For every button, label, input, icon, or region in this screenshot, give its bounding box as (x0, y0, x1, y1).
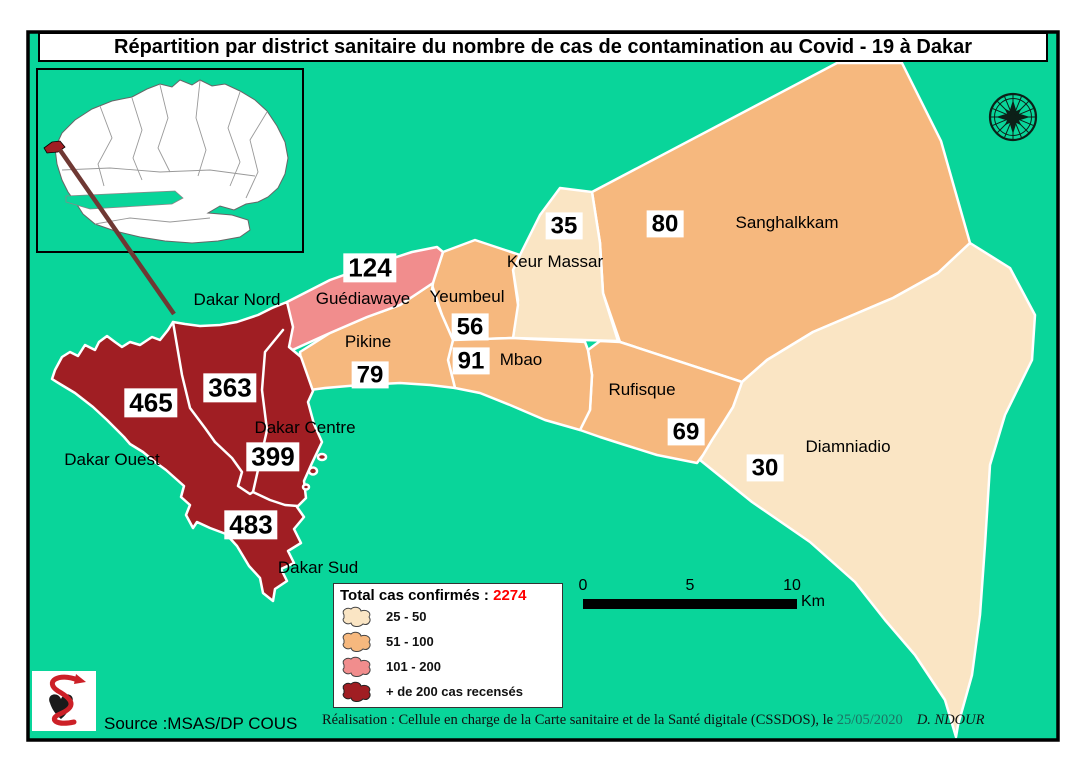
label-rufisque: Rufisque (608, 380, 676, 399)
legend-swatch-51-100 (342, 631, 371, 652)
scale-tick-0: 0 (578, 577, 588, 594)
inset-dakar-region (43, 140, 66, 154)
label-mbao: Mbao (499, 350, 543, 369)
legend: Total cas confirmés : 2274 25 - 50 51 - … (333, 583, 563, 708)
label-dakar-nord: Dakar Nord (193, 290, 281, 309)
cases-dakar-nord: 363 (203, 373, 257, 403)
cases-dakar-sud: 483 (224, 510, 278, 540)
legend-title: Total cas confirmés : 2274 (340, 587, 556, 604)
label-dakar-centre: Dakar Centre (254, 418, 356, 437)
cases-yeumbeul: 56 (451, 313, 489, 341)
label-dakar-sud: Dakar Sud (277, 558, 359, 577)
border-dakar-nord-centre (251, 328, 285, 494)
border-dakar-ouest-nord (171, 320, 217, 444)
legend-row-25-50: 25 - 50 (340, 604, 556, 629)
label-pikine: Pikine (344, 332, 392, 351)
scale-unit-km: Km (801, 593, 825, 610)
legend-row-200-plus: + de 200 cas recensés (340, 679, 556, 704)
cases-guediawaye: 124 (343, 253, 397, 283)
label-dakar-ouest: Dakar Ouest (64, 450, 160, 469)
cases-diamniadio: 30 (746, 454, 784, 482)
cases-dakar-ouest: 465 (124, 388, 178, 418)
legend-swatch-25-50 (342, 606, 371, 627)
legend-swatch-200-plus (342, 681, 371, 702)
label-guediawaye: Guédiawaye (315, 289, 411, 308)
cases-pikine: 79 (351, 361, 389, 389)
logo-snake-head (74, 674, 86, 684)
legend-swatch-101-200 (342, 656, 371, 677)
credit-date: 25/05/2020 (836, 712, 903, 728)
legend-label-25-50: 25 - 50 (386, 609, 427, 624)
label-keur-massar: Keur Massar (506, 252, 604, 271)
credit-line: Réalisation : Cellule en charge de la Ca… (322, 712, 984, 729)
legend-label-51-100: 51 - 100 (386, 634, 434, 649)
scale-tick-5: 5 (685, 577, 695, 594)
legend-row-51-100: 51 - 100 (340, 629, 556, 654)
source-text: Source :MSAS/DP COUS (104, 714, 298, 733)
cases-rufisque: 69 (667, 418, 705, 446)
map-title: Répartition par district sanitaire du no… (38, 32, 1048, 62)
label-diamniadio: Diamniadio (805, 437, 891, 456)
legend-total-value: 2274 (493, 587, 527, 604)
scale-tick-10: 10 (783, 577, 801, 594)
cases-keur-massar: 35 (545, 212, 583, 240)
islet (301, 483, 311, 491)
legend-label-200-plus: + de 200 cas recensés (386, 684, 523, 699)
label-yeumbeul: Yeumbeul (429, 287, 505, 306)
islet (307, 466, 319, 476)
border-dakar-sud (213, 440, 300, 508)
logo-snake-shape (49, 674, 81, 726)
legend-label-101-200: 101 - 200 (386, 659, 441, 674)
cases-dakar-centre: 399 (246, 442, 300, 472)
compass-rose-icon (988, 92, 1038, 142)
inset-pointer-line (58, 148, 176, 316)
islet (316, 452, 328, 462)
msas-logo (32, 671, 96, 731)
district-shape-diamniadio (698, 241, 1037, 739)
cases-sanghalkkam: 80 (646, 210, 684, 238)
scale-bar (583, 599, 797, 609)
legend-title-text: Total cas confirmés : (340, 587, 489, 604)
label-sanghalkkam: Sanghalkkam (735, 213, 839, 232)
legend-row-101-200: 101 - 200 (340, 654, 556, 679)
cases-mbao: 91 (452, 347, 490, 375)
credit-prefix: Réalisation : Cellule en charge de la Ca… (322, 712, 837, 728)
credit-author: D. NDOUR (916, 712, 985, 728)
